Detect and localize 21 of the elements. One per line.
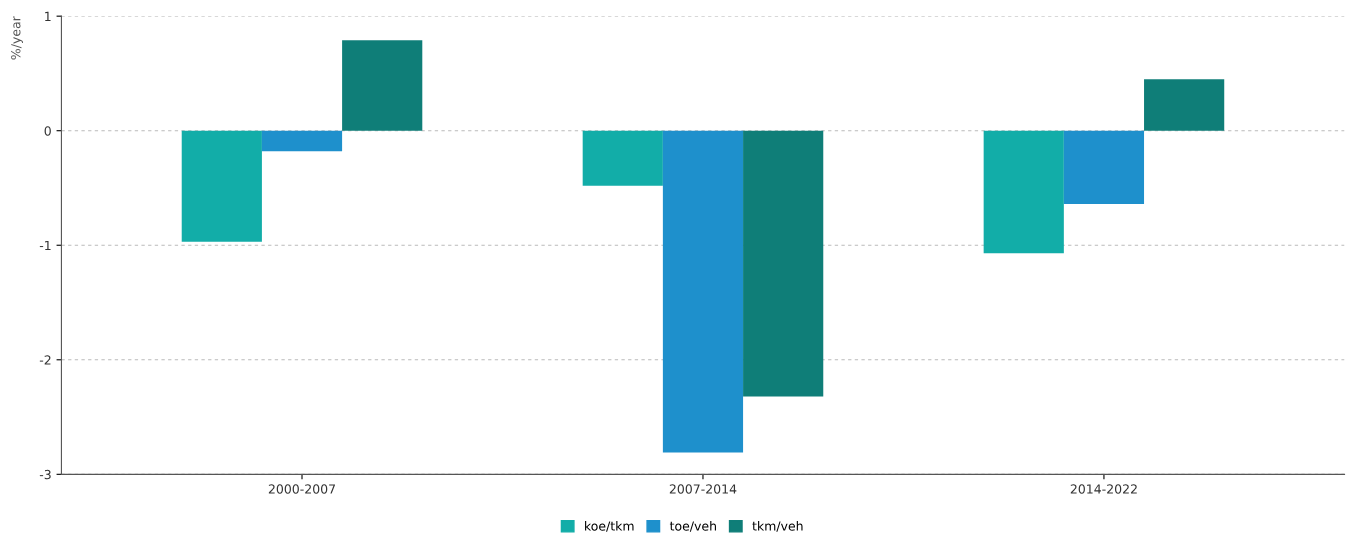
legend-label: tkm/veh xyxy=(752,521,803,532)
bar xyxy=(582,130,663,186)
bar xyxy=(181,130,262,242)
bar xyxy=(261,130,343,152)
y-tick-label: -1 xyxy=(39,240,51,250)
bar xyxy=(1063,130,1145,205)
bar xyxy=(662,130,744,453)
legend-label: koe/tkm xyxy=(585,521,634,532)
y-tick-label: 1 xyxy=(45,11,51,21)
y-tick-label: 0 xyxy=(44,126,51,136)
x-tick-label: 2014-2022 xyxy=(1070,484,1137,494)
bar xyxy=(983,130,1064,254)
x-tick-label: 2000-2007 xyxy=(268,484,335,494)
legend-label: toe/veh xyxy=(669,521,716,532)
y-axis-title: %/year xyxy=(11,16,23,60)
x-tick-label: 2007-2014 xyxy=(669,484,737,494)
y-tick-label: -2 xyxy=(39,355,51,365)
bar xyxy=(342,40,423,131)
y-tick-label: -3 xyxy=(39,469,51,480)
bar xyxy=(1144,79,1225,131)
bar xyxy=(743,130,824,397)
